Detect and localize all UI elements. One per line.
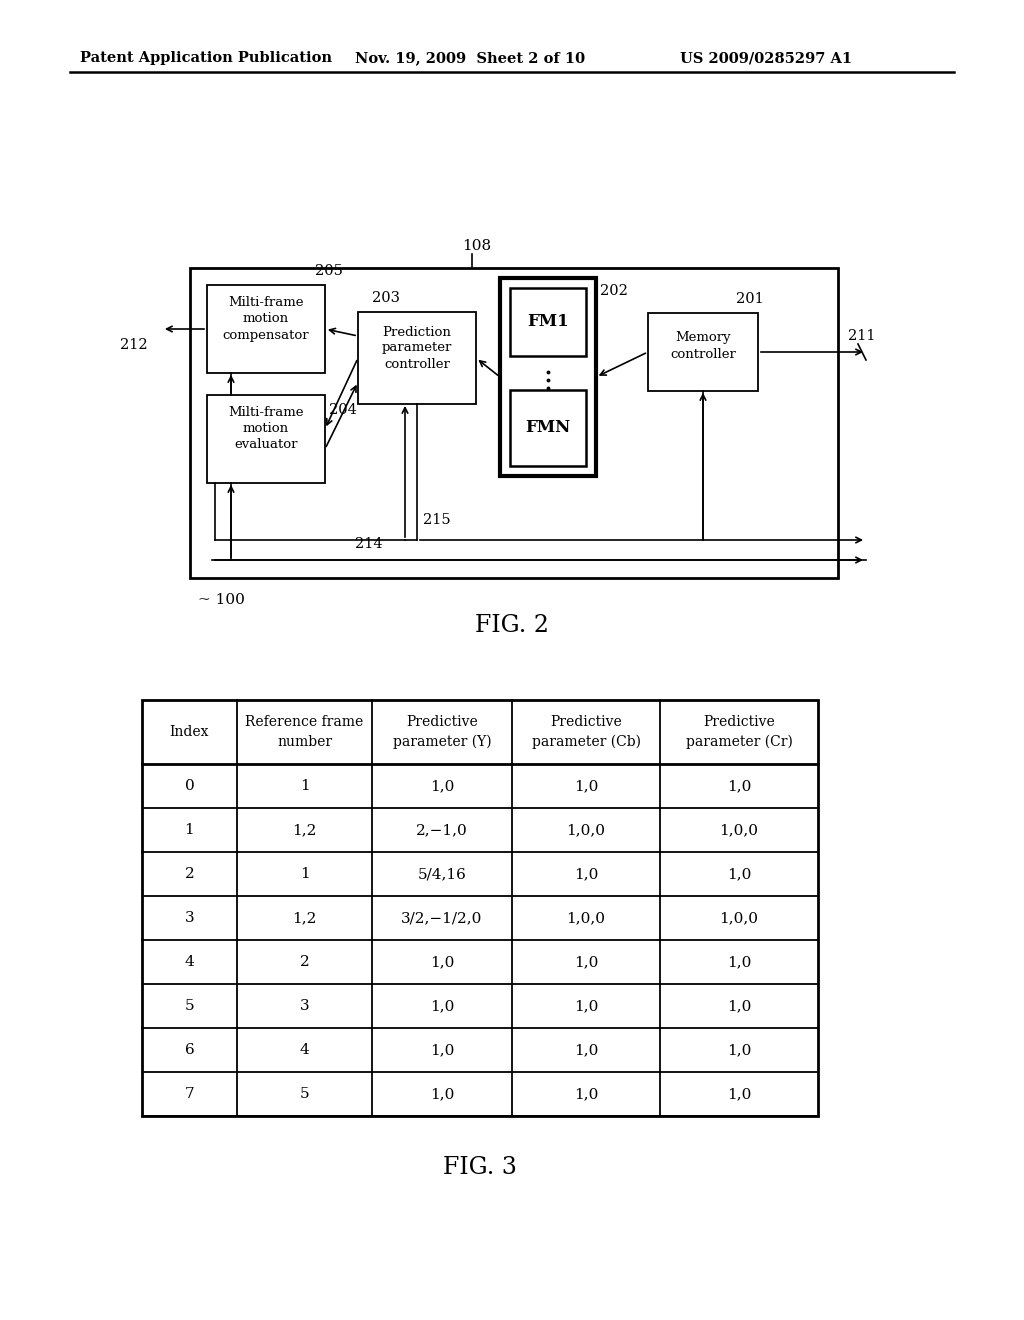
Text: Predictive: Predictive <box>550 715 622 729</box>
Text: 5/4,16: 5/4,16 <box>418 867 467 880</box>
Text: 1,0: 1,0 <box>573 779 598 793</box>
Text: 3: 3 <box>300 999 309 1012</box>
Text: parameter (Cr): parameter (Cr) <box>685 735 793 750</box>
Text: 1,0: 1,0 <box>573 1043 598 1057</box>
Text: 1: 1 <box>300 779 309 793</box>
Text: 4: 4 <box>184 954 195 969</box>
Text: 1,0: 1,0 <box>727 999 752 1012</box>
Text: Nov. 19, 2009  Sheet 2 of 10: Nov. 19, 2009 Sheet 2 of 10 <box>355 51 585 65</box>
Text: 3: 3 <box>184 911 195 925</box>
Text: 5: 5 <box>300 1086 309 1101</box>
Text: FIG. 3: FIG. 3 <box>443 1156 517 1180</box>
Text: 5: 5 <box>184 999 195 1012</box>
Text: compensator: compensator <box>222 329 309 342</box>
Text: 211: 211 <box>848 329 876 343</box>
Text: 1,0,0: 1,0,0 <box>720 911 759 925</box>
Text: 2: 2 <box>184 867 195 880</box>
Text: motion: motion <box>243 422 289 436</box>
Text: 1,0: 1,0 <box>727 1043 752 1057</box>
Text: Predictive: Predictive <box>703 715 775 729</box>
Text: FMN: FMN <box>525 420 570 437</box>
Text: 1,0: 1,0 <box>573 954 598 969</box>
Text: 7: 7 <box>184 1086 195 1101</box>
Text: 1,0: 1,0 <box>430 954 455 969</box>
Text: 215: 215 <box>423 513 451 527</box>
Text: 214: 214 <box>355 537 383 550</box>
Text: Reference frame: Reference frame <box>246 715 364 729</box>
Text: 205: 205 <box>315 264 343 279</box>
Bar <box>510 288 586 356</box>
Text: 204: 204 <box>329 403 357 417</box>
Text: 1,0: 1,0 <box>430 779 455 793</box>
Text: controller: controller <box>670 348 736 362</box>
Text: 202: 202 <box>600 284 628 298</box>
Text: 1,0: 1,0 <box>430 1086 455 1101</box>
Text: 1,0,0: 1,0,0 <box>566 822 605 837</box>
Bar <box>510 389 586 466</box>
Text: FIG. 2: FIG. 2 <box>475 614 549 636</box>
Text: Predictive: Predictive <box>407 715 478 729</box>
Text: Milti-frame: Milti-frame <box>228 407 304 420</box>
Text: 0: 0 <box>184 779 195 793</box>
Text: parameter: parameter <box>382 342 453 355</box>
Text: 1,0: 1,0 <box>573 867 598 880</box>
Bar <box>358 312 476 404</box>
Text: 212: 212 <box>121 338 148 352</box>
Text: 1,2: 1,2 <box>292 911 316 925</box>
Text: Patent Application Publication: Patent Application Publication <box>80 51 332 65</box>
Text: Index: Index <box>170 725 209 739</box>
Text: 1,0: 1,0 <box>573 1086 598 1101</box>
Bar <box>648 313 758 391</box>
Text: 1,0,0: 1,0,0 <box>720 822 759 837</box>
Text: 203: 203 <box>372 290 400 305</box>
Bar <box>207 395 325 483</box>
Text: FM1: FM1 <box>527 314 568 330</box>
Text: parameter (Cb): parameter (Cb) <box>531 735 640 750</box>
Text: motion: motion <box>243 313 289 326</box>
Text: 1,0: 1,0 <box>430 1043 455 1057</box>
Bar <box>142 700 818 1115</box>
Text: 2,−1,0: 2,−1,0 <box>416 822 468 837</box>
Text: 4: 4 <box>300 1043 309 1057</box>
Text: evaluator: evaluator <box>234 438 298 451</box>
Text: 3/2,−1/2,0: 3/2,−1/2,0 <box>401 911 482 925</box>
Text: 6: 6 <box>184 1043 195 1057</box>
Text: Milti-frame: Milti-frame <box>228 297 304 309</box>
Text: 1,0: 1,0 <box>727 779 752 793</box>
Text: 1,0: 1,0 <box>430 999 455 1012</box>
Text: controller: controller <box>384 358 450 371</box>
Text: Prediction: Prediction <box>383 326 452 338</box>
Bar <box>190 268 838 578</box>
Text: 1,0: 1,0 <box>727 867 752 880</box>
Text: 1,0,0: 1,0,0 <box>566 911 605 925</box>
Text: Memory: Memory <box>675 330 731 343</box>
Text: 1,0: 1,0 <box>727 1086 752 1101</box>
Text: 108: 108 <box>462 239 492 253</box>
Bar <box>500 279 596 477</box>
Text: number: number <box>276 735 332 748</box>
Text: 2: 2 <box>300 954 309 969</box>
Text: US 2009/0285297 A1: US 2009/0285297 A1 <box>680 51 852 65</box>
Text: 1,0: 1,0 <box>573 999 598 1012</box>
Text: 1: 1 <box>300 867 309 880</box>
Text: parameter (Y): parameter (Y) <box>392 735 492 750</box>
Text: 1: 1 <box>184 822 195 837</box>
Text: 201: 201 <box>736 292 764 306</box>
Text: ~ 100: ~ 100 <box>198 593 245 607</box>
Text: 1,0: 1,0 <box>727 954 752 969</box>
Bar <box>207 285 325 374</box>
Text: 1,2: 1,2 <box>292 822 316 837</box>
